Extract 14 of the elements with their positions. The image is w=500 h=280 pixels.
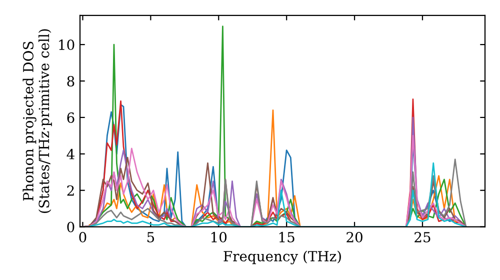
x-tick-label: 20	[346, 232, 362, 242]
y-tick-label: 2	[67, 185, 74, 196]
y-axis-title: Phonon projected DOS (States/THz·primitive cell)	[22, 29, 52, 213]
y-tick-label: 8	[67, 76, 74, 86]
x-tick-label: 25	[414, 232, 430, 242]
x-tick-label: 5	[147, 232, 154, 242]
y-tick-label: 0	[67, 222, 74, 232]
x-tick-label: 0	[79, 232, 86, 242]
x-tick-label: 15	[279, 232, 294, 242]
y-tick-label: 10	[59, 40, 74, 50]
y-tick-label: 6	[67, 112, 74, 123]
x-axis-title: Frequency (THz)	[224, 250, 341, 264]
x-tick-label: 10	[211, 232, 227, 242]
y-tick-label: 4	[66, 148, 74, 160]
